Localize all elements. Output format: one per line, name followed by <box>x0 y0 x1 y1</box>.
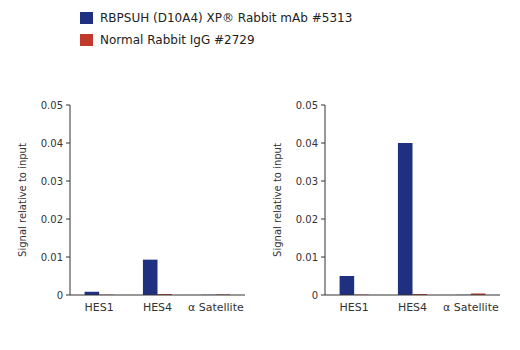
y-axis-label: Signal relative to input <box>17 143 28 257</box>
y-tick <box>66 105 70 106</box>
x-tick-label: HES4 <box>143 301 172 314</box>
y-tick-label: 0.04 <box>296 138 318 149</box>
x-tick-label: HES4 <box>398 301 427 314</box>
legend-swatch <box>80 12 93 24</box>
y-tick <box>66 181 70 182</box>
y-tick-label: 0.02 <box>296 214 318 225</box>
y-tick-label: 0.01 <box>41 252 63 263</box>
y-tick <box>66 295 70 296</box>
y-tick-label: 0.02 <box>41 214 63 225</box>
bar <box>340 276 355 295</box>
bars <box>340 143 486 295</box>
y-tick-label: 0 <box>312 290 318 301</box>
y-tick-label: 0.04 <box>41 138 63 149</box>
y-tick-label: 0.05 <box>296 100 318 111</box>
y-tick-label: 0.03 <box>41 176 63 187</box>
chart: 0 0.01 0.02 0.03 0.04 0.05 HES1 HES4 α Satellite… <box>0 0 520 350</box>
y-tick <box>66 143 70 144</box>
x-tick-label: α Satellite <box>443 301 499 314</box>
legend-label: RBPSUH (D10A4) XP® Rabbit mAb #5313 <box>100 11 352 25</box>
x-axis <box>70 295 245 296</box>
y-axis <box>70 105 71 295</box>
y-tick <box>321 257 325 258</box>
legend-swatch <box>80 34 93 46</box>
x-tick-label: HES1 <box>340 301 369 314</box>
y-tick-label: 0.05 <box>41 100 63 111</box>
bars <box>85 260 231 295</box>
bar <box>398 143 413 295</box>
y-tick <box>321 181 325 182</box>
x-axis <box>325 295 500 296</box>
y-axis <box>325 105 326 295</box>
y-tick <box>66 257 70 258</box>
plot: 0 0.01 0.02 0.03 0.04 0.05 HES1 HES4 α Satellite… <box>17 100 245 314</box>
x-tick-label: HES1 <box>85 301 114 314</box>
y-tick-label: 0 <box>57 290 63 301</box>
x-tick-label: α Satellite <box>188 301 244 314</box>
y-tick <box>321 105 325 106</box>
plot: 0 0.01 0.02 0.03 0.04 0.05 HES1 HES4 α Satellite… <box>272 100 500 314</box>
legend: RBPSUH (D10A4) XP® Rabbit mAb #5313 Norma… <box>80 11 352 47</box>
bar <box>143 260 158 295</box>
y-axis-label: Signal relative to input <box>272 143 283 257</box>
y-tick-label: 0.01 <box>296 252 318 263</box>
y-tick <box>321 295 325 296</box>
y-tick-label: 0.03 <box>296 176 318 187</box>
y-tick <box>321 143 325 144</box>
legend-label: Normal Rabbit IgG #2729 <box>100 33 255 47</box>
y-tick <box>321 219 325 220</box>
y-tick <box>66 219 70 220</box>
